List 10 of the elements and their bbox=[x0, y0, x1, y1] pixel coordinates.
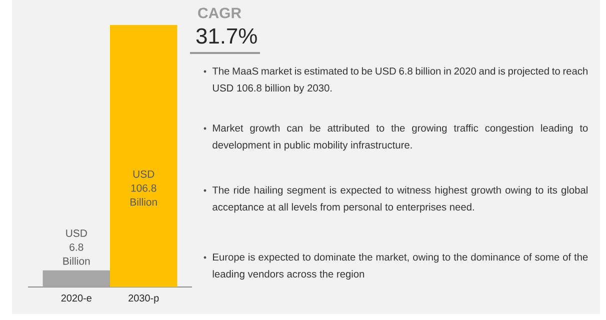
data-label: USD 106.8 Billion bbox=[130, 170, 157, 206]
text: Market growth can be attributed to the growing traffic congestion leading to development in public mobility infrastructure. bbox=[212, 124, 588, 151]
text: Europe is expected to dominate the market, owing to the dominance of some of the leading vendors across the region bbox=[212, 253, 588, 280]
text: The MaaS market is estimated to be USD 6.8 billion in 2020 and is projected to reach USD 106.8 billion by 2030. bbox=[212, 67, 588, 94]
text: 31.7% bbox=[196, 28, 257, 44]
text: The ride hailing segment is expected to witness highest growth owing to its global acceptance at all levels from personal to enterprises need. bbox=[212, 186, 588, 213]
text: CAGR bbox=[198, 8, 242, 18]
x-tick-label: 2020-e bbox=[61, 294, 92, 302]
x-tick-label: 2030-p bbox=[128, 294, 159, 304]
data-label: USD 6.8 Billion bbox=[63, 230, 90, 265]
